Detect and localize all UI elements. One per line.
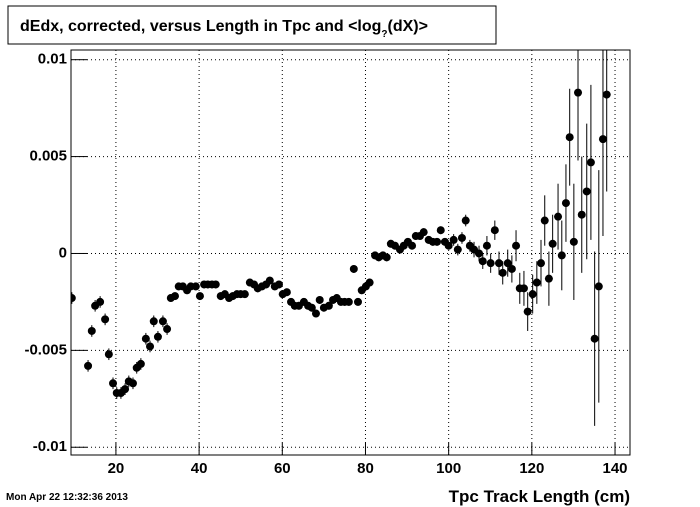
point bbox=[84, 361, 93, 370]
point bbox=[136, 359, 145, 368]
point bbox=[265, 276, 274, 285]
x-tick-label: 80 bbox=[357, 460, 374, 477]
y-tick-label: 0 bbox=[59, 244, 67, 261]
x-tick-label: 60 bbox=[274, 460, 291, 477]
point bbox=[433, 237, 442, 246]
point bbox=[311, 309, 320, 318]
point bbox=[490, 226, 499, 235]
point bbox=[565, 133, 574, 142]
point bbox=[365, 278, 374, 287]
point bbox=[163, 325, 172, 334]
point bbox=[382, 253, 391, 262]
y-tick-label: -0.005 bbox=[24, 341, 67, 358]
point bbox=[191, 282, 200, 291]
point bbox=[104, 350, 113, 359]
point bbox=[149, 317, 158, 326]
point bbox=[528, 290, 537, 299]
point bbox=[512, 241, 521, 250]
point bbox=[87, 326, 96, 335]
point bbox=[544, 274, 553, 283]
point bbox=[96, 297, 105, 306]
grid bbox=[71, 50, 630, 455]
point bbox=[240, 290, 249, 299]
y-tick-label: 0.01 bbox=[38, 51, 67, 68]
point bbox=[344, 297, 353, 306]
x-tick-label: 100 bbox=[436, 460, 461, 477]
title-main: dEdx, corrected, versus Length in Tpc an… bbox=[20, 18, 381, 35]
point bbox=[478, 257, 487, 266]
point bbox=[109, 379, 118, 388]
plot-frame bbox=[70, 49, 631, 456]
point bbox=[503, 259, 512, 268]
point bbox=[444, 241, 453, 250]
point bbox=[158, 317, 167, 326]
point bbox=[324, 301, 333, 310]
point bbox=[307, 303, 316, 312]
point bbox=[170, 292, 179, 301]
point bbox=[519, 284, 528, 293]
point bbox=[475, 249, 484, 258]
point bbox=[598, 135, 607, 144]
point bbox=[141, 334, 150, 343]
point bbox=[121, 385, 130, 394]
y-tick-label: -0.01 bbox=[33, 438, 67, 455]
point bbox=[554, 212, 563, 221]
y-tick-label: 0.005 bbox=[29, 148, 67, 165]
title-end: (dX)> bbox=[388, 18, 428, 35]
x-tick-label: 40 bbox=[191, 460, 208, 477]
x-tick-label: 20 bbox=[108, 460, 125, 477]
point bbox=[315, 295, 324, 304]
point bbox=[274, 280, 283, 289]
x-axis-label: Tpc Track Length (cm) bbox=[449, 487, 630, 506]
chart-title: dEdx, corrected, versus Length in Tpc an… bbox=[20, 18, 428, 40]
point bbox=[574, 88, 583, 97]
point bbox=[482, 241, 491, 250]
point bbox=[523, 307, 532, 316]
point bbox=[461, 216, 470, 225]
point bbox=[536, 259, 545, 268]
title-subscript: ? bbox=[381, 29, 387, 40]
point bbox=[457, 233, 466, 242]
point bbox=[586, 158, 595, 167]
point bbox=[498, 268, 507, 277]
point bbox=[594, 282, 603, 291]
point bbox=[486, 259, 495, 268]
point bbox=[153, 332, 162, 341]
point bbox=[195, 292, 204, 301]
timestamp: Mon Apr 22 12:32:36 2013 bbox=[6, 492, 128, 503]
point bbox=[577, 210, 586, 219]
point bbox=[569, 237, 578, 246]
point bbox=[532, 278, 541, 287]
point bbox=[419, 228, 428, 237]
x-tick-label: 140 bbox=[603, 460, 628, 477]
point bbox=[101, 315, 110, 324]
point bbox=[128, 379, 137, 388]
point bbox=[349, 264, 358, 273]
point bbox=[436, 226, 445, 235]
point bbox=[590, 334, 599, 343]
point bbox=[494, 259, 503, 268]
point bbox=[449, 235, 458, 244]
point bbox=[582, 187, 591, 196]
point bbox=[146, 342, 155, 351]
point bbox=[71, 294, 76, 303]
data-points bbox=[71, 50, 611, 426]
point bbox=[540, 216, 549, 225]
point bbox=[282, 288, 291, 297]
x-tick-label: 120 bbox=[519, 460, 544, 477]
point bbox=[408, 241, 417, 250]
point bbox=[548, 239, 557, 248]
title-box bbox=[7, 5, 497, 45]
point bbox=[211, 280, 220, 289]
point bbox=[453, 245, 462, 254]
point bbox=[561, 199, 570, 208]
point bbox=[602, 90, 611, 99]
point bbox=[557, 251, 566, 260]
point bbox=[353, 297, 362, 306]
point bbox=[507, 264, 516, 273]
